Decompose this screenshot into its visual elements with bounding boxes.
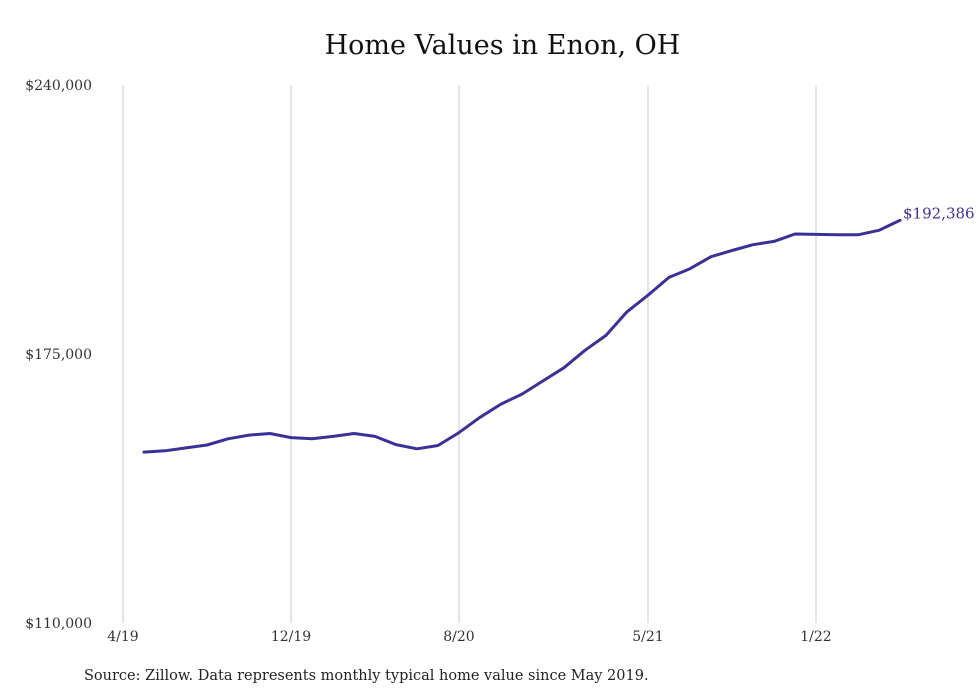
x-tick-label: 8/20 — [443, 629, 474, 645]
source-note: Source: Zillow. Data represents monthly … — [84, 668, 649, 684]
y-tick-label: $175,000 — [25, 347, 92, 363]
x-tick-label: 1/22 — [800, 629, 831, 645]
x-tick-label: 12/19 — [271, 629, 311, 645]
x-axis-ticks: 4/19 12/19 8/20 5/21 1/22 — [107, 629, 831, 645]
y-tick-label: $240,000 — [25, 78, 92, 94]
y-axis-ticks: $240,000 $175,000 $110,000 — [25, 78, 92, 632]
chart-title: Home Values in Enon, OH — [324, 30, 681, 61]
series-layer: $192,386 — [142, 204, 975, 454]
x-tick-label: 5/21 — [632, 629, 663, 645]
gridlines — [122, 85, 817, 623]
x-tick-label: 4/19 — [107, 629, 138, 645]
end-value-label: $192,386 — [903, 204, 975, 222]
series-line-0 — [142, 218, 902, 454]
y-tick-label: $110,000 — [25, 616, 92, 632]
